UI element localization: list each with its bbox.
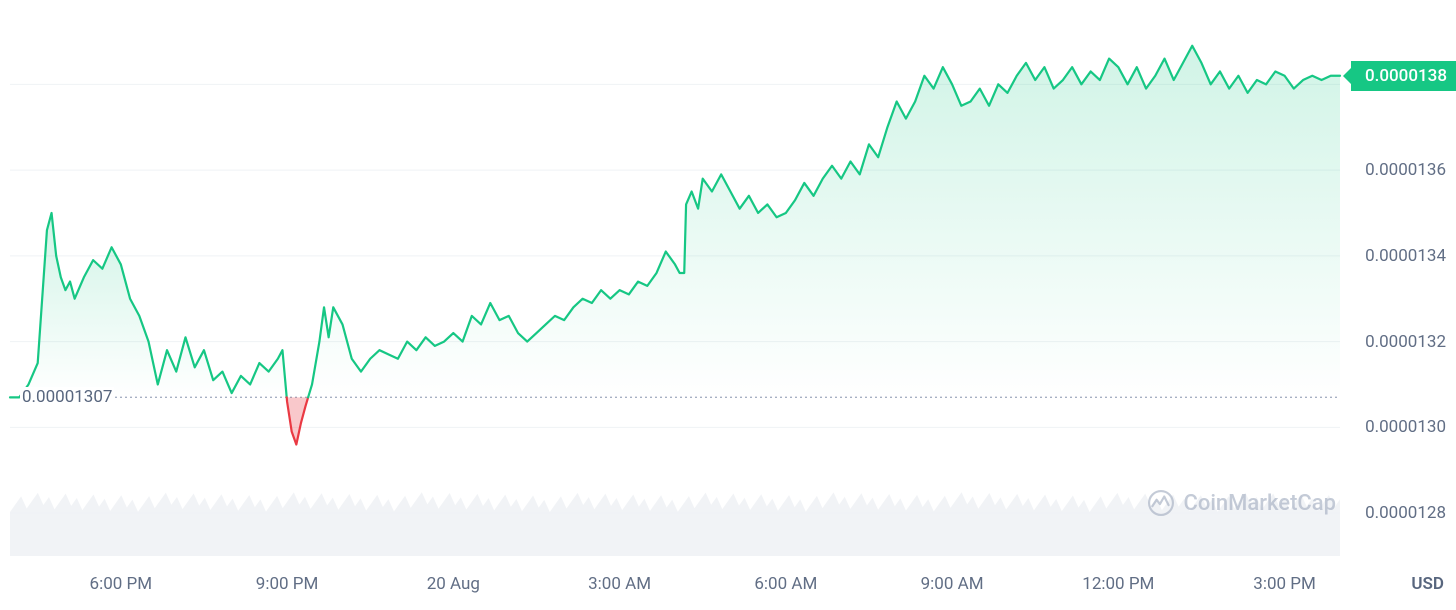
y-axis-tick-label: 0.0000136 [1365,160,1446,180]
x-axis-tick-label: 6:00 AM [754,574,817,594]
watermark: CoinMarketCap [1148,490,1336,516]
y-axis-tick-label: 0.0000134 [1365,246,1446,266]
x-axis-tick-label: 20 Aug [427,574,480,594]
coinmarketcap-icon [1148,490,1174,516]
current-price-value: 0.0000138 [1365,66,1447,86]
y-axis-tick-label: 0.0000132 [1365,332,1446,352]
x-axis-tick-label: 3:00 PM [1253,574,1316,594]
price-chart[interactable]: 0.0000128 0.0000130 0.0000132 0.0000134 0.00… [0,0,1456,606]
x-axis-tick-label: 3:00 AM [588,574,651,594]
y-axis-tick-label: 0.0000130 [1365,417,1446,437]
x-axis-tick-label: 6:00 PM [90,574,153,594]
baseline-price-label: 0.00001307 [20,387,114,407]
x-axis-tick-label: 9:00 PM [256,574,319,594]
watermark-text: CoinMarketCap [1183,491,1336,516]
x-axis-tick-label: 9:00 AM [921,574,984,594]
y-axis-tick-label: 0.0000128 [1365,503,1446,523]
current-price-badge: 0.0000138 [1351,61,1456,91]
currency-label: USD [1411,574,1444,594]
x-axis-tick-label: 12:00 PM [1082,574,1154,594]
